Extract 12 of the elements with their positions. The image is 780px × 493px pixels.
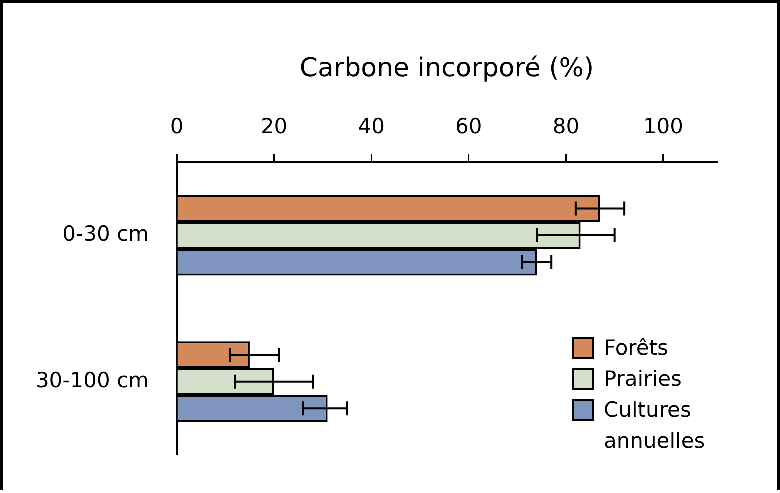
y-tick-label: 0-30 cm xyxy=(62,222,149,246)
legend-label: Prairies xyxy=(604,366,682,393)
x-tick-label: 40 xyxy=(358,114,385,138)
x-tick-label: 80 xyxy=(552,114,580,138)
x-tick-label: 20 xyxy=(260,114,288,138)
x-tick-label: 0 xyxy=(170,114,184,138)
x-axis-title: Carbone incorporé (%) xyxy=(300,53,594,84)
x-tick-label: 60 xyxy=(456,114,482,138)
legend-label: Forêts xyxy=(604,335,668,362)
legend-label: Cultures annuelles xyxy=(604,397,706,455)
x-tick-label: 100 xyxy=(643,114,684,138)
y-tick-label: 30-100 cm xyxy=(36,368,149,392)
